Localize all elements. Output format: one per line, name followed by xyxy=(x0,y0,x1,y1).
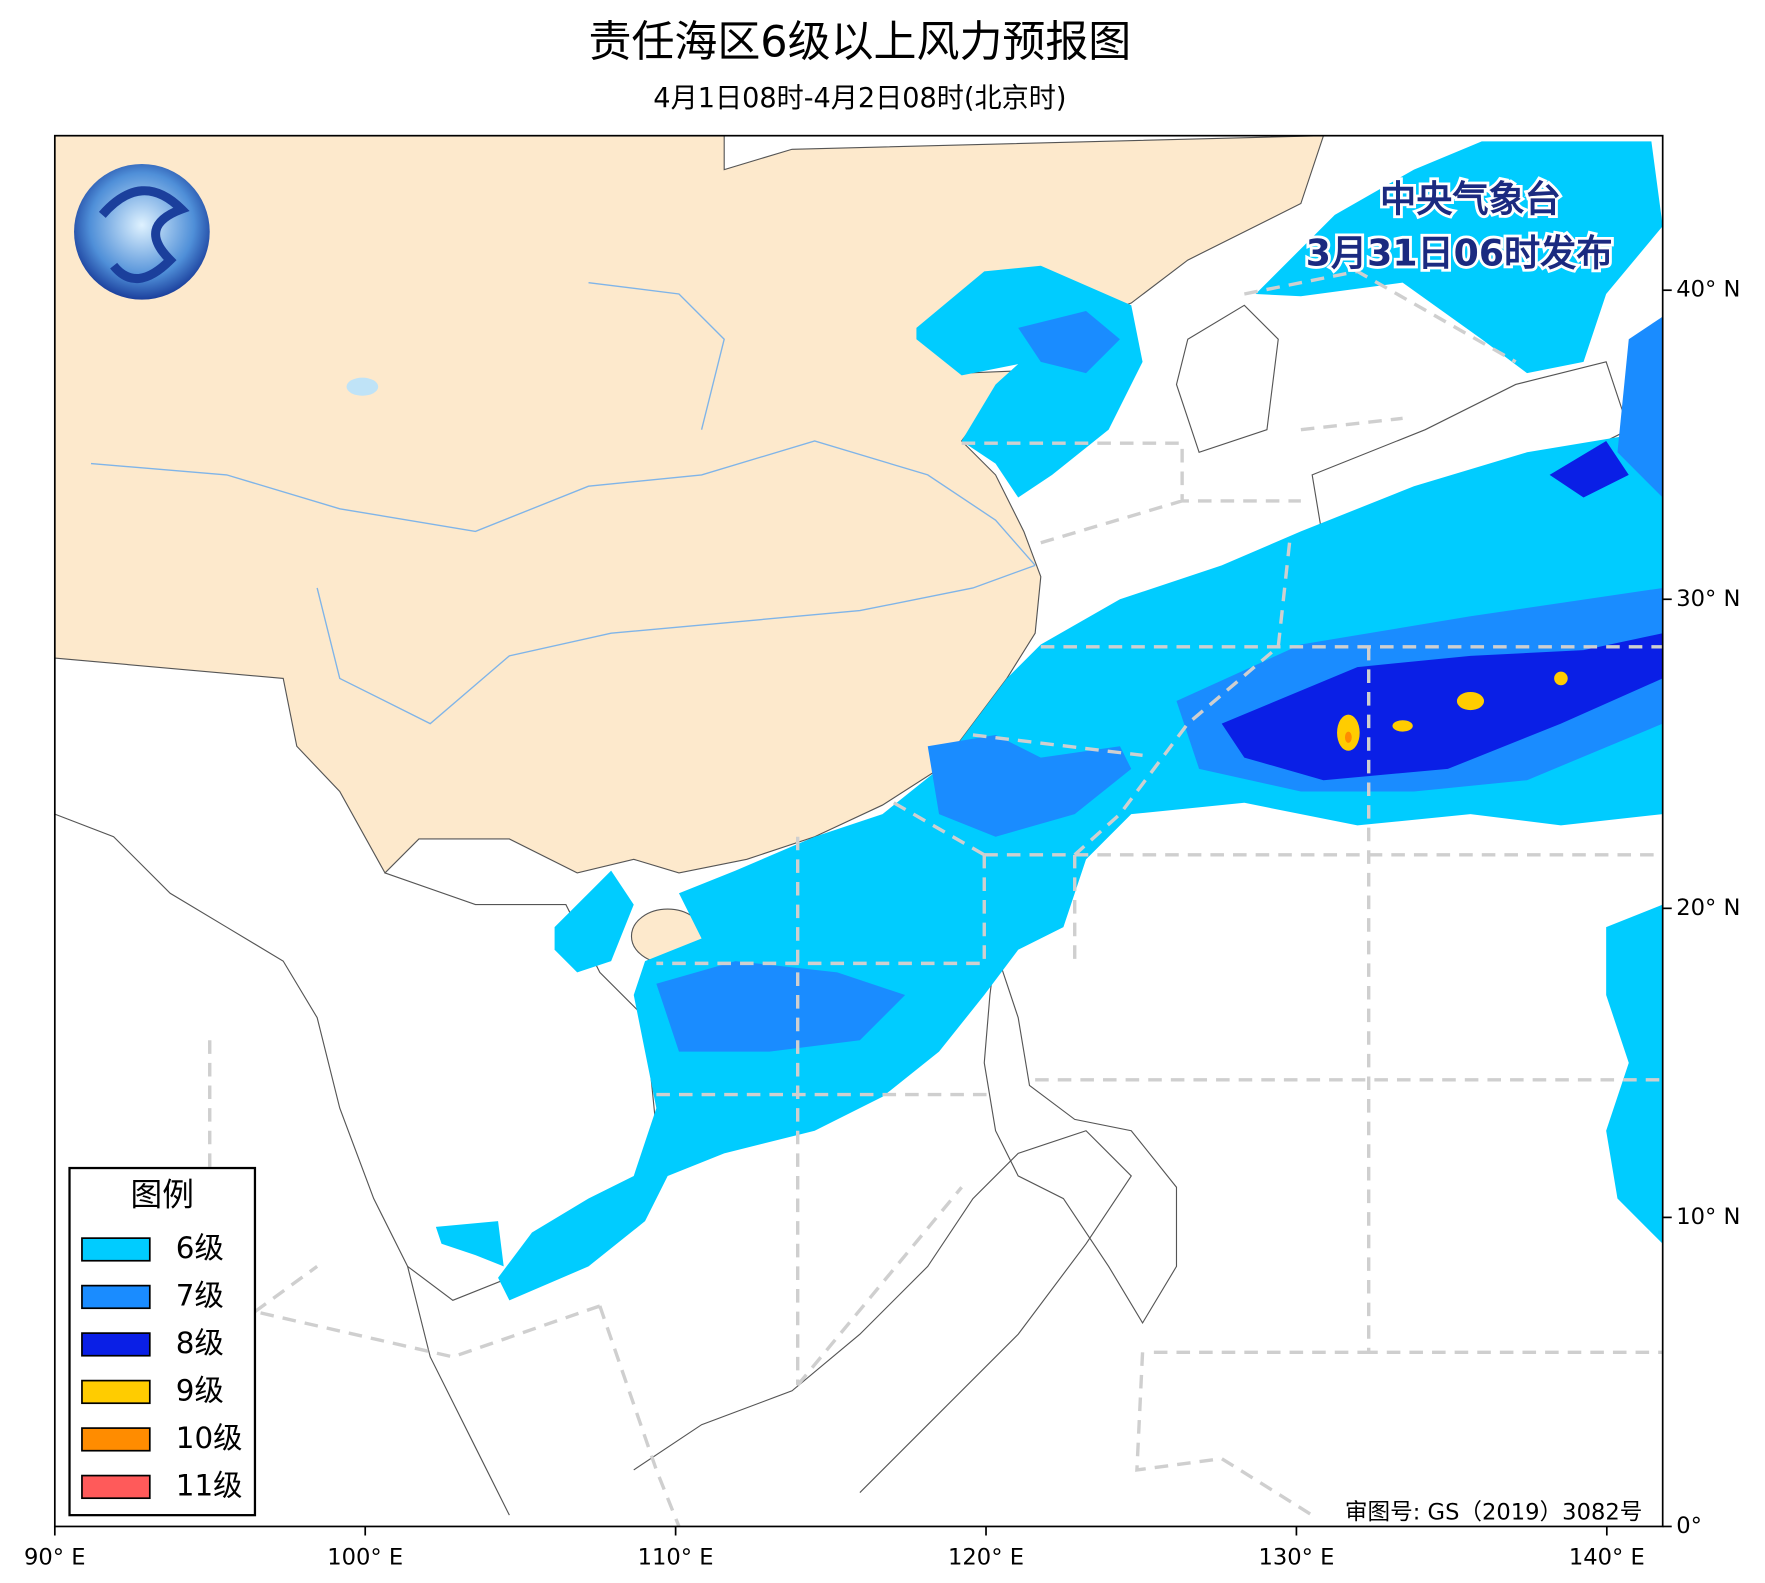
x-tick-label: 140° E xyxy=(1569,1545,1645,1571)
indochina xyxy=(54,813,657,1301)
legend-label: 9级 xyxy=(176,1373,224,1407)
legend-swatch xyxy=(81,1379,151,1405)
china-land xyxy=(54,135,1325,874)
wind-area xyxy=(435,1221,504,1267)
legend-swatch xyxy=(81,1427,151,1452)
publisher-name: 中央气象台 xyxy=(1380,177,1561,220)
legend: 图例 6级 7级 8级 9级 10级 11级 xyxy=(68,1166,257,1517)
x-tick-label: 100° E xyxy=(327,1545,403,1571)
y-tick-label: 40° N xyxy=(1676,277,1740,303)
wind-area xyxy=(1456,691,1485,711)
wind-area xyxy=(1018,310,1120,374)
x-tick-label: 130° E xyxy=(1258,1545,1334,1571)
sea-area-boundaries xyxy=(208,269,1663,1527)
map-body: 中央气象台 3月31日06时发布 审图号: GS（2019）3082号 xyxy=(54,135,1663,1527)
legend-swatch xyxy=(81,1332,151,1357)
wind-area xyxy=(1221,633,1663,781)
y-tick-label: 0° xyxy=(1676,1513,1702,1539)
x-tick-label: 120° E xyxy=(948,1545,1024,1571)
legend-swatch xyxy=(81,1237,151,1262)
legend-label: 6级 xyxy=(176,1231,224,1265)
wind-area xyxy=(1549,440,1629,498)
legend-label: 10级 xyxy=(176,1421,243,1455)
wind-area xyxy=(554,870,634,973)
wind-area xyxy=(1606,904,1663,1244)
wind-area xyxy=(1617,316,1663,498)
wind-area xyxy=(927,734,1132,837)
logo xyxy=(74,163,210,300)
lake xyxy=(346,377,379,396)
y-tick-label: 10° N xyxy=(1676,1204,1740,1230)
wind-area xyxy=(1554,671,1568,686)
map-approval: 审图号: GS（2019）3082号 xyxy=(1345,1499,1642,1525)
title: 责任海区6级以上风力预报图 xyxy=(589,18,1132,68)
legend-title: 图例 xyxy=(131,1177,194,1213)
x-tick-label: 110° E xyxy=(638,1545,714,1571)
river xyxy=(90,440,1036,566)
logo-mark xyxy=(98,186,190,284)
map-frame xyxy=(53,134,1664,1528)
wind-area xyxy=(1392,720,1413,732)
legend-swatch xyxy=(81,1284,151,1310)
wind-areas xyxy=(435,141,1663,1301)
publisher-issued: 3月31日06时发布 xyxy=(1306,232,1613,275)
malay-borneo xyxy=(407,1130,1132,1516)
river xyxy=(316,564,1036,725)
legend-label: 11级 xyxy=(176,1468,243,1502)
x-tick-label: 90° E xyxy=(24,1545,86,1571)
legend-label: 8级 xyxy=(176,1326,224,1360)
legend-swatch xyxy=(81,1474,151,1500)
subtitle: 4月1日08时-4月2日08时(北京时) xyxy=(653,83,1066,114)
legend-label: 7级 xyxy=(176,1278,224,1312)
philippines xyxy=(983,949,1178,1325)
wind-area xyxy=(656,961,906,1052)
river xyxy=(588,282,725,430)
wind-area xyxy=(1344,731,1352,743)
y-tick-label: 30° N xyxy=(1676,586,1740,612)
wind-area xyxy=(1255,141,1663,374)
y-tick-label: 20° N xyxy=(1676,895,1740,921)
